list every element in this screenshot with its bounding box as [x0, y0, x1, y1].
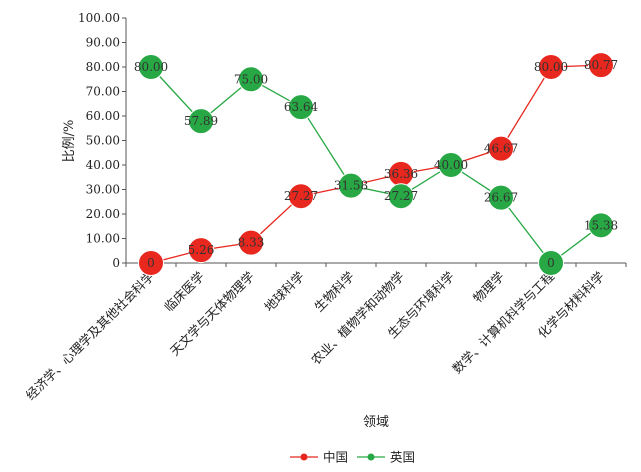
- y-tick-label: 30.00: [86, 183, 120, 197]
- x-category-label: 地球科学: [261, 269, 307, 315]
- x-category-label: 物理学: [470, 269, 507, 306]
- legend-marker: [300, 453, 308, 461]
- series-marker: [488, 135, 514, 162]
- data-label: 15.38: [584, 218, 618, 232]
- x-category-label: 农业、植物学和动物学: [308, 269, 407, 368]
- series-marker: [138, 54, 164, 80]
- series-marker: [488, 184, 514, 211]
- y-tick-label: 70.00: [86, 85, 120, 99]
- series-marker: [238, 229, 264, 256]
- x-category-label: 数学、计算机科学与工程: [449, 268, 557, 376]
- data-label: 27.27: [384, 189, 418, 203]
- data-label: 80.00: [134, 60, 168, 74]
- legend-item: 中国: [290, 450, 348, 465]
- y-tick-label: 90.00: [86, 36, 120, 50]
- data-label: 63.64: [284, 100, 319, 114]
- data-label: 5.26: [188, 243, 215, 257]
- series-marker: [338, 172, 364, 199]
- y-tick-label: 100.00: [78, 11, 120, 25]
- data-label: 46.67: [484, 142, 518, 156]
- data-label: 80.00: [534, 60, 568, 74]
- data-labels: 0 5.26 8.33 27.27 36.36 40.00 46.67 80.00 80.77 8…: [134, 58, 618, 270]
- series-line-0: [150, 64, 602, 264]
- series-marker: [538, 54, 564, 80]
- data-label: 57.89: [184, 114, 218, 128]
- data-label: 0: [547, 256, 555, 270]
- series-marker: [188, 237, 214, 264]
- x-category-label: 经济学、心理学及其他社会科学: [23, 269, 157, 403]
- x-category-label: 天文学与天体物理学: [167, 269, 257, 359]
- data-label: 27.27: [284, 189, 318, 203]
- x-category-label: 生物科学: [311, 269, 357, 315]
- series-marker: [388, 183, 414, 210]
- y-tick-label: 40.00: [86, 158, 120, 172]
- series-marker: [138, 250, 164, 276]
- data-label: 26.67: [484, 191, 518, 205]
- data-label: 40.00: [434, 158, 468, 172]
- y-tick-label: 20.00: [86, 207, 120, 221]
- series-marker: [538, 250, 564, 276]
- y-tick-label: 0: [112, 256, 120, 270]
- x-axis-title: 领域: [363, 415, 389, 430]
- y-tick-label: 10.00: [86, 232, 120, 246]
- y-tick-label: 50.00: [86, 134, 120, 148]
- data-label: 75.00: [234, 72, 268, 86]
- y-tick-label: 80.00: [86, 60, 120, 74]
- legend-label: 中国: [323, 450, 348, 465]
- series-line-1: [150, 66, 602, 264]
- series-marker: [438, 152, 464, 178]
- series-marker: [188, 108, 214, 135]
- x-category-label: 临床医学: [161, 269, 207, 315]
- legend: 中国 英国: [290, 450, 415, 465]
- series-marker: [588, 52, 614, 79]
- series-marker: [588, 212, 614, 239]
- legend-marker: [367, 453, 375, 461]
- series-marker: [238, 66, 264, 93]
- legend-item: 英国: [357, 450, 415, 465]
- series-marker: [288, 183, 314, 210]
- series-lines: [150, 64, 602, 264]
- y-tick-label: 60.00: [86, 109, 120, 123]
- series-markers: [138, 52, 614, 276]
- y-tick-labels: 0 10.00 20.00 30.00 40.00 50.00 60.00 70.00 80.0…: [78, 11, 120, 270]
- data-label: 8.33: [238, 236, 265, 250]
- data-label: 31.58: [334, 179, 368, 193]
- series-marker: [288, 94, 314, 121]
- data-label: 0: [147, 256, 155, 270]
- y-axis-title: 比例/%: [62, 120, 77, 163]
- data-label: 80.77: [584, 58, 618, 72]
- data-label: 36.36: [384, 167, 418, 181]
- legend-label: 英国: [390, 450, 415, 465]
